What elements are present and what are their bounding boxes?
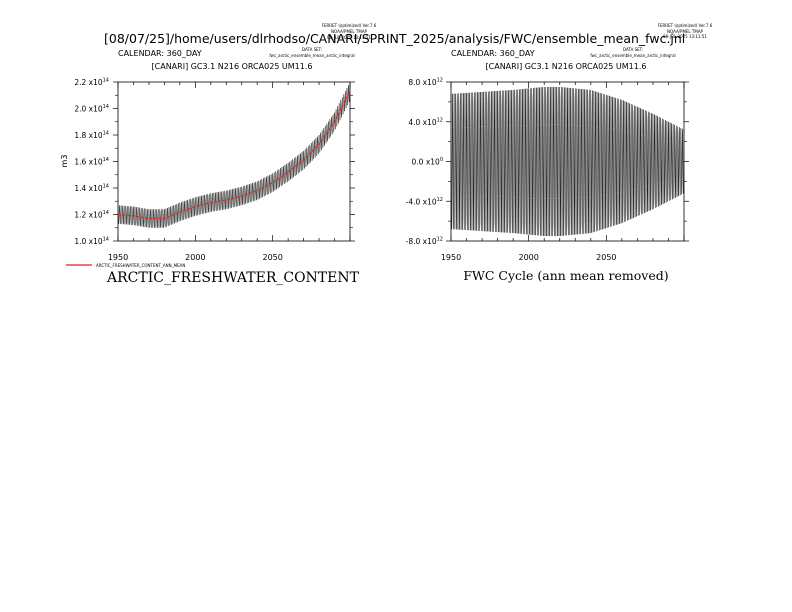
ferret-version-left: FERRET (optimized) Ver.7.6 <box>322 23 377 28</box>
left-y-axis-label: m3 <box>60 155 69 168</box>
y-tick-label: 1.8 x1014 <box>74 131 109 141</box>
ferret-date-right: 08-JUL-2025 13:11:51 <box>663 34 707 39</box>
ferret-date-left: 08-JUL-2025 13:11:51 <box>327 35 371 40</box>
y-tick-label: -8.0 x1012 <box>406 237 443 247</box>
dataset-name-right: fwc_arctic_ensemble_mean_arctic_integral <box>590 53 675 58</box>
series-seasonal-cycle-line <box>450 86 685 237</box>
left-plot-title: ARCTIC_FRESHWATER_CONTENT <box>106 270 360 286</box>
y-tick-label: 0.0 x100 <box>412 157 443 167</box>
calendar-label-right: CALENDAR: 360_DAY <box>451 49 535 58</box>
left-panel: FERRET (optimized) Ver.7.6 NOAA/PMEL TMA… <box>60 23 377 286</box>
dataset-label-right: DATA SET: <box>623 47 643 52</box>
run-title-right: [CANARI] GC3.1 N216 ORCA025 UM11.6 <box>486 62 647 71</box>
y-tick-label: 2.2 x1014 <box>74 78 109 88</box>
ferret-org-right: NOAA/PMEL TMAP <box>667 29 704 34</box>
y-tick-label: 2.0 x1014 <box>74 104 109 114</box>
run-title-left: [CANARI] GC3.1 N216 ORCA025 UM11.6 <box>152 62 313 71</box>
y-tick-label: 1.2 x1014 <box>74 210 109 220</box>
right-plot: 1950 2000 2050 -8.0 x1012 -4.0 x1012 0.0 x10… <box>406 78 689 262</box>
right-panel: FERRET (optimized) Ver.7.6 NOAA/PMEL TMA… <box>406 23 713 283</box>
right-y-ticks: -8.0 x1012 -4.0 x1012 0.0 x100 4.0 x1012 8.0… <box>406 78 689 247</box>
x-tick-label: 2000 <box>185 253 205 262</box>
left-plot: 1950 2000 2050 1.0 x1014 1.2 x1014 1.4 x1014… <box>74 78 355 262</box>
ferret-version-right: FERRET (optimized) Ver.7.6 <box>658 23 713 28</box>
dataset-name-left: fwc_arctic_ensemble_mean_arctic_integral <box>269 53 354 58</box>
y-tick-label: -4.0 x1012 <box>406 197 443 207</box>
series-monthly-fwc-line <box>117 81 351 228</box>
x-tick-label: 2000 <box>518 253 538 262</box>
y-tick-label: 1.6 x1014 <box>74 157 109 167</box>
dataset-label-left: DATA SET: <box>302 47 322 52</box>
right-plot-title: FWC Cycle (ann mean removed) <box>463 268 668 283</box>
left-x-ticks: 1950 2000 2050 <box>108 82 351 262</box>
ferret-org-left: NOAA/PMEL TMAP <box>331 29 368 34</box>
calendar-label-left: CALENDAR: 360_DAY <box>118 49 202 58</box>
left-y-ticks: 1.0 x1014 1.2 x1014 1.4 x1014 1.6 x1014 1.8 … <box>74 78 355 247</box>
x-tick-label: 2050 <box>262 253 282 262</box>
page-title: [08/07/25]/home/users/dlrhodso/CANARI/SP… <box>104 31 685 46</box>
left-plot-frame <box>117 81 351 242</box>
x-tick-label: 2050 <box>596 253 616 262</box>
y-tick-label: 1.4 x1014 <box>74 184 109 194</box>
right-x-ticks: 1950 2000 2050 <box>441 82 685 262</box>
legend-label-annual-mean: ARCTIC_FRESHWATER_CONTENT_ANN_MEAN <box>96 263 185 268</box>
x-tick-label: 1950 <box>108 253 128 262</box>
x-tick-label: 1950 <box>441 253 461 262</box>
series-annual-mean-line <box>117 91 351 220</box>
y-tick-label: 1.0 x1014 <box>74 237 109 247</box>
y-tick-label: 4.0 x1012 <box>408 117 443 127</box>
y-tick-label: 8.0 x1012 <box>408 78 443 88</box>
